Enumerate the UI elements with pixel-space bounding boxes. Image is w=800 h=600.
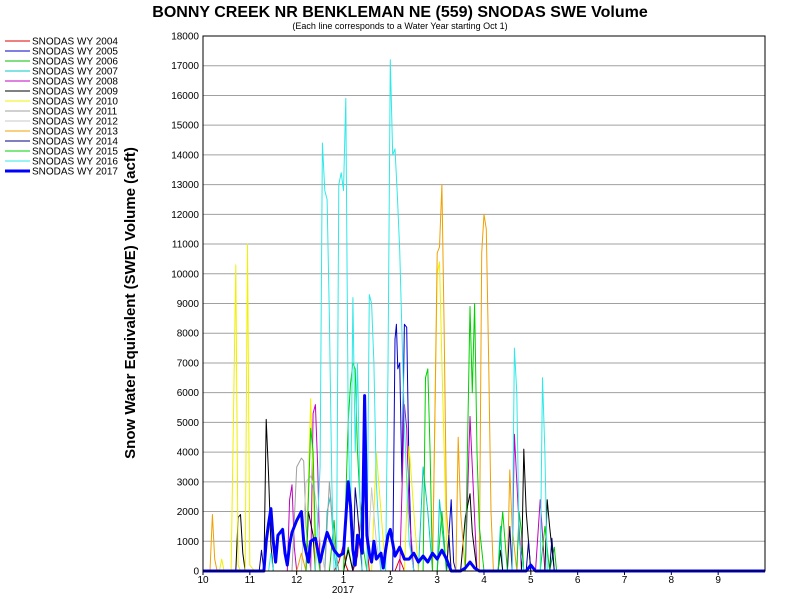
- x-tick-label: 12: [291, 575, 303, 586]
- series-line-7: [203, 457, 765, 572]
- series-line-1: [203, 323, 765, 572]
- x-axis-year-label: 2017: [332, 585, 355, 596]
- y-tick-label: 3000: [177, 477, 200, 488]
- x-tick-label: 10: [197, 575, 209, 586]
- legend-entry: SNODAS WY 2012: [32, 117, 118, 128]
- legend-entry: SNODAS WY 2013: [32, 127, 118, 138]
- x-tick-label: 3: [434, 575, 440, 586]
- legend-entry: SNODAS WY 2016: [32, 157, 118, 168]
- series-line-12: [203, 59, 765, 572]
- legend-entry: SNODAS WY 2015: [32, 147, 118, 158]
- y-tick-label: 0: [193, 567, 199, 578]
- y-tick-label: 10000: [171, 269, 199, 280]
- y-tick-label: 14000: [171, 150, 199, 161]
- x-tick-label: 9: [715, 575, 721, 586]
- x-tick-label: 11: [245, 575, 256, 586]
- legend-entry: SNODAS WY 2007: [32, 67, 118, 78]
- chart-title: BONNY CREEK NR BENKLEMAN NE (559) SNODAS…: [152, 4, 648, 21]
- y-tick-label: 2000: [177, 507, 200, 518]
- plot-area: 0 1000 2000 3000 4000 5000 6000 7000 8000 9000 100…: [171, 32, 766, 586]
- y-tick-label: 8000: [177, 329, 200, 340]
- y-tick-label: 5000: [177, 418, 200, 429]
- legend-entry: SNODAS WY 2008: [32, 77, 118, 88]
- x-tick-label: 6: [575, 575, 581, 586]
- y-tick-label: 7000: [177, 358, 200, 369]
- y-tick-label: 1000: [177, 537, 200, 548]
- y-tick-label: 16000: [171, 91, 199, 102]
- x-tick-label: 8: [669, 575, 675, 586]
- y-tick-label: 13000: [171, 180, 199, 191]
- chart-subtitle: (Each line corresponds to a Water Year s…: [292, 21, 507, 31]
- plot-frame: [202, 35, 766, 572]
- y-axis-label: Snow Water Equivalent (SWE) Volume (acft…: [122, 147, 139, 459]
- legend-entry: SNODAS WY 2014: [32, 137, 118, 148]
- y-tick-label: 15000: [171, 121, 199, 132]
- y-tick-label: 4000: [177, 448, 200, 459]
- y-tick-label: 18000: [171, 32, 199, 43]
- legend-entry: SNODAS WY 2011: [32, 107, 118, 118]
- legend-entry: SNODAS WY 2009: [32, 87, 118, 98]
- y-tick-label: 11000: [172, 240, 200, 251]
- y-tick-label: 12000: [171, 210, 199, 221]
- legend-entry: SNODAS WY 2006: [32, 57, 118, 68]
- legend-entry: SNODAS WY 2017: [32, 167, 118, 178]
- x-tick-label: 2: [388, 575, 394, 586]
- x-tick-label: 4: [481, 575, 487, 586]
- x-tick-label: 5: [528, 575, 534, 586]
- x-tick-label: 1: [341, 575, 347, 586]
- legend-entry: SNODAS WY 2010: [32, 97, 118, 108]
- y-tick-label: 17000: [171, 61, 199, 72]
- legend-entry: SNODAS WY 2005: [32, 47, 118, 58]
- y-tick-label: 9000: [177, 299, 200, 310]
- legend-entry: SNODAS WY 2004: [32, 37, 118, 48]
- series-line-13: [203, 394, 765, 573]
- x-tick-label: 7: [622, 575, 628, 586]
- y-tick-label: 6000: [177, 388, 200, 399]
